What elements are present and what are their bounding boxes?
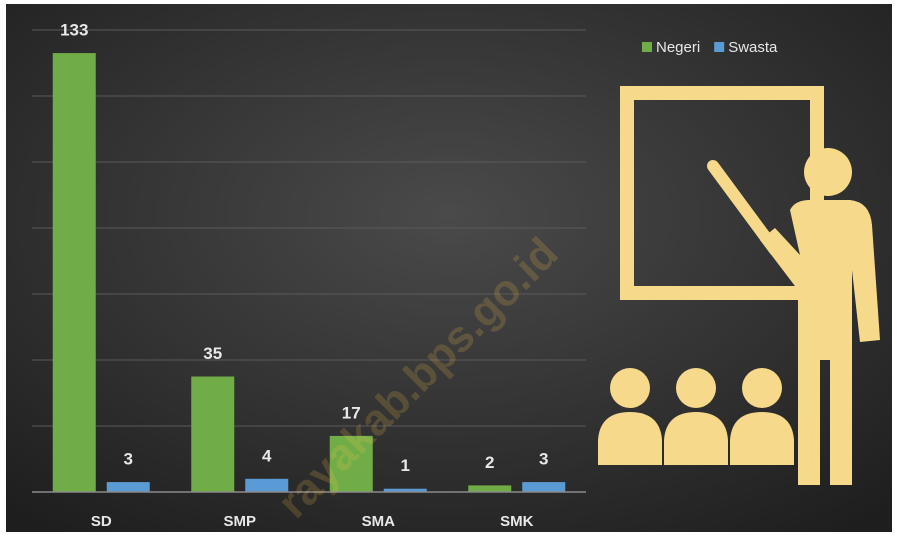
bar bbox=[191, 376, 235, 492]
student-body bbox=[730, 412, 794, 465]
value-label: 2 bbox=[485, 453, 494, 472]
student-body bbox=[598, 412, 662, 465]
bar bbox=[522, 482, 566, 492]
bar bbox=[383, 488, 427, 492]
student-head bbox=[610, 368, 650, 408]
legend-swatch bbox=[714, 42, 725, 52]
x-tick-label: SMK bbox=[500, 513, 534, 530]
bar bbox=[468, 485, 512, 492]
x-tick-label: SMP bbox=[223, 513, 256, 530]
legend: Negeri Swasta bbox=[642, 39, 778, 56]
value-label: 4 bbox=[262, 446, 272, 465]
value-label: 1 bbox=[401, 456, 410, 475]
student-head bbox=[676, 368, 716, 408]
student-body bbox=[664, 412, 728, 465]
value-label: 17 bbox=[342, 403, 361, 422]
plot-area: SD 133 3 SMP 35 4 SMA 17 1 SMK 2 3 bbox=[32, 21, 586, 530]
value-label: 3 bbox=[539, 450, 548, 469]
bar bbox=[52, 53, 96, 492]
legend-swatch bbox=[642, 42, 652, 52]
teacher-icon bbox=[598, 86, 880, 485]
teacher-body bbox=[760, 200, 880, 485]
student-head bbox=[742, 368, 782, 408]
value-label: 35 bbox=[203, 344, 222, 363]
value-label: 133 bbox=[60, 21, 88, 40]
bar bbox=[106, 482, 150, 492]
bar bbox=[329, 435, 373, 492]
value-label: 3 bbox=[124, 450, 133, 469]
x-tick-label: SMA bbox=[362, 513, 396, 530]
teacher-head bbox=[804, 148, 852, 196]
pointer bbox=[707, 160, 781, 256]
bar bbox=[245, 478, 289, 492]
legend-label: Negeri bbox=[656, 39, 700, 56]
legend-label: Swasta bbox=[728, 39, 778, 56]
x-tick-label: SD bbox=[91, 513, 112, 530]
